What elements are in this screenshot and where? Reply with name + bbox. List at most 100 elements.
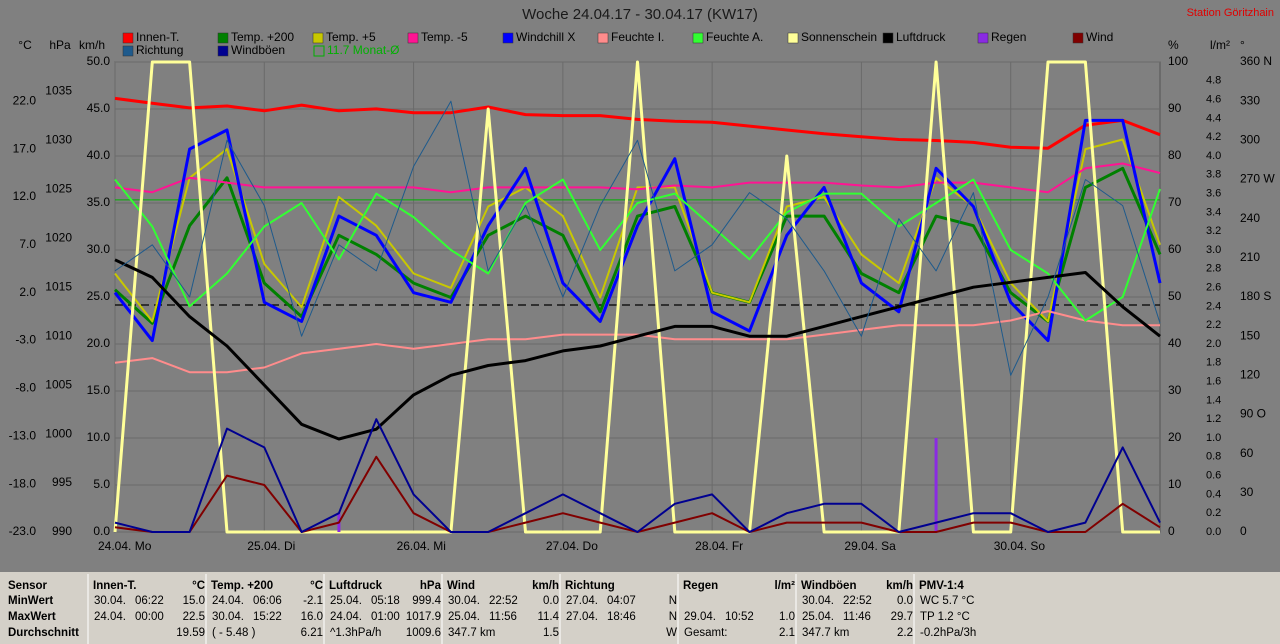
y-tick-label: 2.0	[1206, 338, 1221, 350]
y-tick-label: 1005	[45, 377, 72, 391]
cell-note: ( - 5.48 )	[212, 627, 256, 639]
series-line	[114, 178, 1161, 322]
row-label: Durchschnitt	[8, 627, 79, 639]
legend-swatch	[407, 32, 419, 44]
y-tick-label: 50	[1168, 289, 1182, 303]
y-tick-label: 0.0	[1206, 526, 1221, 538]
series-line	[114, 310, 1160, 374]
cell-date: 27.04.	[566, 595, 598, 607]
y-tick-label: -3.0	[15, 333, 36, 347]
column-header: Windböen	[801, 580, 856, 592]
y-tick-label: -23.0	[9, 524, 37, 538]
cell-note: WC 5.7 °C	[920, 595, 974, 607]
column-unit: km/h	[886, 580, 913, 592]
y-tick-label: 1010	[45, 328, 72, 342]
series-line	[113, 118, 1162, 343]
cell-value: 1009.6	[406, 627, 441, 639]
legend-label: Temp. +200	[231, 30, 294, 44]
y-tick-label: 0	[1240, 524, 1247, 538]
x-tick-label: 30.04. So	[994, 539, 1046, 553]
y-tick-label: 150	[1240, 328, 1260, 342]
y-tick-label: 35.0	[87, 195, 111, 209]
column-header: Richtung	[565, 580, 615, 592]
legend-label: Windchill X	[516, 30, 575, 44]
cell-time: 10:52	[725, 611, 754, 623]
y-tick-label: 0.6	[1206, 470, 1221, 482]
axis-unit: °C	[18, 38, 32, 52]
cell-value: 0.0	[543, 595, 559, 607]
y-tick-label: 120	[1240, 368, 1260, 382]
station-name: Station Göritzhain	[1187, 7, 1274, 19]
cell-date: 30.04.	[448, 595, 480, 607]
cell-value: 2.2	[897, 627, 913, 639]
y-tick-label: 2.6	[1206, 282, 1221, 294]
y-tick-label: 3.6	[1206, 188, 1221, 200]
y-tick-label: 7.0	[19, 237, 36, 251]
cell-note: -0.2hPa/3h	[920, 627, 976, 639]
y-tick-label: 3.8	[1206, 169, 1221, 181]
axis-unit: %	[1168, 38, 1179, 52]
cell-time: 01:00	[371, 611, 400, 623]
y-tick-label: 30	[1240, 485, 1254, 499]
y-tick-label: 330	[1240, 93, 1260, 107]
y-tick-label: 10.0	[87, 430, 111, 444]
cell-value: W	[666, 627, 677, 639]
x-tick-label: 24.04. Mo	[98, 539, 152, 553]
series-line	[113, 166, 1162, 325]
legend-label: Temp. +5	[326, 30, 376, 44]
column-unit: °C	[192, 580, 205, 592]
y-tick-label: 30	[1168, 383, 1182, 397]
cell-date: 24.04.	[330, 611, 362, 623]
cell-value: 15.0	[183, 595, 205, 607]
column-header: PMV-1:4	[919, 580, 964, 592]
series-line	[114, 418, 1161, 533]
cell-value: 1017.9	[406, 611, 441, 623]
cell-value: N	[669, 611, 677, 623]
y-tick-label: 0	[1168, 524, 1175, 538]
legend-swatch	[787, 32, 799, 44]
y-tick-label: 360 N	[1240, 54, 1272, 68]
row-label: Sensor	[8, 580, 48, 592]
x-tick-label: 29.04. Sa	[844, 539, 896, 553]
row-label: MaxWert	[8, 611, 56, 623]
cell-note: ^1.3hPa/h	[330, 627, 381, 639]
y-tick-label: 0.0	[93, 524, 110, 538]
x-tick-label: 25.04. Di	[247, 539, 295, 553]
legend-swatch	[1072, 32, 1084, 44]
y-tick-label: 90	[1168, 101, 1182, 115]
legend-swatch	[312, 32, 324, 44]
y-tick-label: 1.6	[1206, 376, 1221, 388]
y-tick-label: 90 O	[1240, 407, 1266, 421]
column-unit: °C	[310, 580, 323, 592]
x-tick-label: 27.04. Do	[546, 539, 598, 553]
y-tick-label: 17.0	[13, 141, 37, 155]
cell-value: 19.59	[176, 627, 205, 639]
cell-value: 0.0	[897, 595, 913, 607]
cell-date: 30.04.	[212, 611, 244, 623]
y-tick-label: 30.0	[87, 242, 111, 256]
cell-time: 22:52	[843, 595, 872, 607]
y-tick-label: 1020	[45, 230, 72, 244]
y-tick-label: 4.4	[1206, 112, 1221, 124]
legend-label: Wind	[1086, 30, 1113, 44]
y-tick-label: 210	[1240, 250, 1260, 264]
y-tick-label: 4.0	[1206, 150, 1221, 162]
legend-swatch	[313, 45, 325, 57]
y-tick-label: -8.0	[15, 381, 36, 395]
cell-value: 22.5	[183, 611, 205, 623]
y-tick-label: 4.6	[1206, 94, 1221, 106]
legend-swatch	[597, 32, 609, 44]
cell-note: Gesamt:	[684, 627, 727, 639]
series-line	[114, 258, 1161, 441]
cell-date: 25.04.	[448, 611, 480, 623]
y-tick-label: 80	[1168, 148, 1182, 162]
y-tick-label: 20	[1168, 430, 1182, 444]
axis-unit: km/h	[79, 38, 105, 52]
y-tick-label: 0.8	[1206, 451, 1221, 463]
y-tick-label: 1000	[45, 426, 72, 440]
legend-swatch	[217, 45, 229, 57]
column-header: Temp. +200	[211, 580, 273, 592]
cell-time: 11:56	[489, 611, 517, 623]
legend-label: Windböen	[231, 43, 285, 57]
y-tick-label: 1.2	[1206, 413, 1221, 425]
